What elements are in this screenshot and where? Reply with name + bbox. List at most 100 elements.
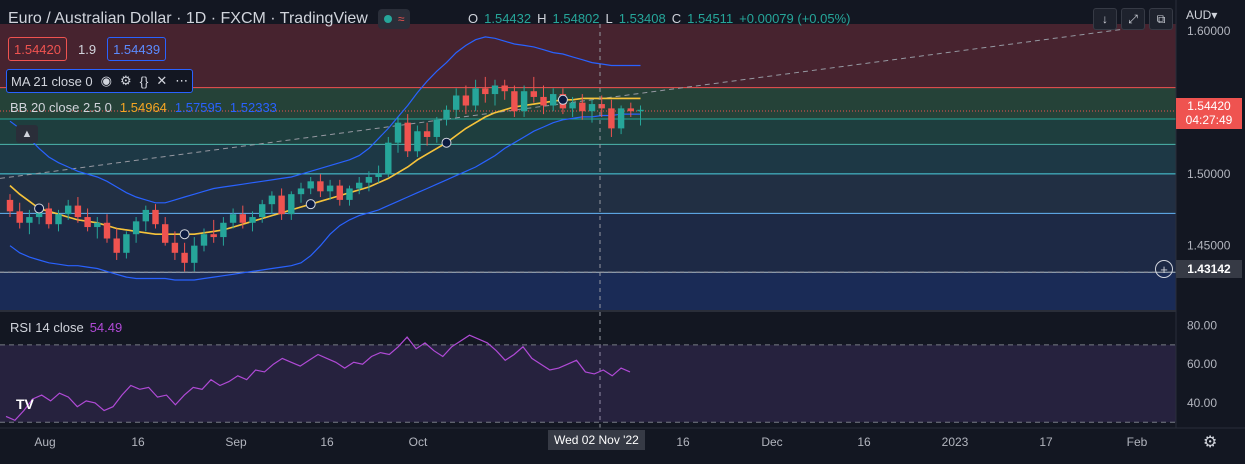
ma21-line (9, 97, 641, 235)
candle-body (84, 217, 91, 228)
candle-body (94, 222, 101, 228)
bb-lower-value: 1.52333 (229, 99, 277, 115)
candle-body (191, 245, 198, 263)
time-tick-label: Aug (34, 435, 55, 449)
level-fill-zone (0, 272, 1176, 310)
market-status-pill[interactable]: ≈ (377, 9, 411, 29)
rsi-tick-label: 80.00 (1187, 319, 1217, 333)
candle-body (278, 195, 285, 215)
candle-body (598, 104, 605, 109)
candle-body (239, 214, 246, 223)
ohlc-open-label: O (468, 11, 479, 26)
level-fill-zone (0, 24, 1176, 88)
sell-price-button[interactable]: 1.54420 (8, 37, 67, 61)
ma-indicator-legend[interactable]: MA 21 close 0 ◉ ⚙ {} ✕ ⋯ (6, 69, 194, 93)
ohlc-high: 1.54802 (552, 11, 600, 26)
code-icon[interactable]: {} (139, 73, 149, 89)
collapse-legend-icon[interactable]: ▲ (16, 125, 38, 143)
candle-body (608, 108, 615, 129)
candle-body (162, 224, 169, 243)
candle-body (550, 94, 557, 106)
candle-body (103, 222, 111, 239)
chart-header: Euro / Australian Dollar · 1D · FXCM · T… (8, 6, 411, 32)
candle-body (501, 85, 508, 92)
ma-cross-marker (34, 203, 45, 214)
fullscreen-icon[interactable]: ⤢ (1121, 8, 1145, 30)
candle-body (472, 88, 479, 106)
buy-price-button[interactable]: 1.54439 (107, 37, 167, 61)
ma-label: MA 21 close 0 (11, 73, 93, 89)
bb-label: BB 20 close 2.5 0 (10, 99, 112, 115)
candle-body (220, 222, 227, 238)
rsi-legend[interactable]: RSI 14 close 54.49 (10, 320, 122, 335)
price-tick-label: 1.50000 (1187, 167, 1231, 181)
candle-body (375, 174, 382, 178)
crosshair-date-label: Wed 02 Nov '22 (548, 430, 645, 450)
candle-body (385, 142, 392, 175)
candle-body (249, 217, 256, 223)
time-tick-label: Oct (409, 435, 428, 449)
candle-body (627, 108, 634, 112)
candle-body (579, 102, 586, 112)
ohlc-close-label: C (671, 11, 682, 26)
bb-basis-value: 1.54964 (119, 99, 167, 115)
time-tick-label: Sep (225, 435, 247, 449)
candle-body (55, 214, 62, 225)
candle-body (268, 195, 276, 205)
last-price-tag: 1.54420 04:27:49 (1176, 98, 1242, 129)
time-tick-label: 16 (676, 435, 690, 449)
candle-body (317, 181, 324, 192)
ohlc-change: +0.00079 (+0.05%) (739, 11, 851, 26)
candle-body (520, 91, 528, 112)
candle-body (6, 199, 14, 212)
rsi-tick-label: 40.00 (1187, 396, 1217, 410)
time-tick-label: 17 (1039, 435, 1053, 449)
last-price-value: 1.54420 (1187, 99, 1231, 113)
time-tick-label: Feb (1127, 435, 1148, 449)
ma-cross-marker (557, 94, 568, 105)
candle-body (297, 188, 305, 195)
candle-body (540, 96, 547, 106)
symbol-title[interactable]: Euro / Australian Dollar · 1D · FXCM · T… (8, 10, 368, 27)
level-fill-zone (0, 118, 1176, 145)
level-fill-zone (0, 87, 1176, 119)
candle-body (288, 194, 295, 215)
add-alert-plus-icon[interactable]: + (1155, 260, 1173, 278)
rsi-value: 54.49 (89, 320, 123, 335)
candle-body (65, 205, 72, 215)
candle-body (307, 181, 314, 189)
close-icon[interactable]: ✕ (156, 73, 168, 88)
candle-body (569, 102, 576, 109)
tradingview-logo-icon[interactable]: TV (16, 396, 34, 412)
more-icon[interactable]: ⋯ (175, 73, 189, 88)
candle-body (210, 234, 217, 238)
ohlc-open: 1.54432 (484, 11, 532, 26)
quote-row: 1.54420 1.9 1.54439 (8, 37, 167, 61)
download-icon[interactable]: ↓ (1093, 8, 1117, 30)
price-axis (1176, 0, 1245, 459)
screenshot-icon[interactable]: ⧉ (1149, 8, 1173, 30)
gear-icon[interactable]: ⚙ (120, 73, 132, 88)
level-fill-zone (0, 144, 1176, 174)
candle-body (346, 188, 353, 200)
ohlc-readout: O 1.54432 H 1.54802 L 1.53408 C 1.54511 +0.0… (468, 11, 850, 26)
market-open-icon (383, 15, 392, 23)
bb-indicator-legend[interactable]: BB 20 close 2.5 0 1.54964 1.57595 1.5233… (6, 96, 281, 118)
spread-value: 1.9 (78, 41, 97, 57)
candle-body (229, 214, 237, 223)
time-tick-label: 16 (857, 435, 871, 449)
settings-gear-icon[interactable]: ⚙ (1203, 434, 1218, 451)
candle-body (433, 119, 440, 137)
currency-selector[interactable]: AUD▾ (1186, 8, 1218, 22)
ma-cross-marker (179, 229, 190, 240)
currency-label: AUD (1186, 8, 1212, 22)
ohlc-close: 1.54511 (687, 11, 734, 26)
candle-body (588, 104, 596, 112)
candle-body (637, 109, 644, 112)
candle-body (200, 234, 208, 246)
eye-icon[interactable]: ◉ (100, 73, 112, 88)
candle-body (259, 204, 266, 218)
candle-body (462, 95, 470, 106)
rsi-line (5, 334, 631, 422)
